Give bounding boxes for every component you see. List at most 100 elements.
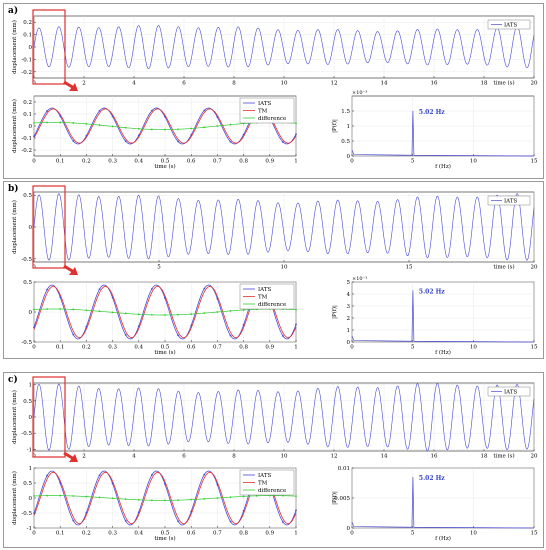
point-difference xyxy=(46,494,48,497)
point-difference xyxy=(72,122,75,124)
x-tick-label: 0.1 xyxy=(56,159,65,165)
x-tick-label: 0.3 xyxy=(108,531,117,537)
series-line-IATS xyxy=(33,193,535,261)
y-tick-label: -0.2 xyxy=(21,148,32,154)
x-tick-label: 0.5 xyxy=(161,531,170,537)
x-tick-label: 0.4 xyxy=(134,159,143,165)
point-IATS xyxy=(190,510,193,513)
point-IATS xyxy=(111,296,114,299)
y-tick-label: -0.5 xyxy=(21,340,32,346)
x-tick-label: 0 xyxy=(350,345,354,351)
point-difference xyxy=(151,313,153,316)
point-IATS xyxy=(124,334,127,336)
point-difference xyxy=(216,497,219,499)
x-tick-label: 18 xyxy=(481,454,488,460)
point-IATS xyxy=(46,474,48,477)
point-IATS xyxy=(85,325,88,328)
point-IATS xyxy=(164,483,166,486)
point-IATS xyxy=(111,482,114,485)
y-tick-label: -1 xyxy=(27,447,32,453)
y-tick-label: 0 xyxy=(347,340,351,346)
x-axis-label: f (Hz) xyxy=(435,535,451,542)
point-IATS xyxy=(229,334,232,337)
y-tick-label: 0.5 xyxy=(341,139,350,145)
x-tick-label: 10 xyxy=(470,531,477,537)
x-tick-label: 0.5 xyxy=(161,159,170,165)
point-difference xyxy=(124,126,127,129)
point-IATS xyxy=(72,333,75,336)
x-axis-label: f (Hz) xyxy=(435,349,451,356)
point-difference xyxy=(33,308,35,311)
x-tick-label: 1 xyxy=(294,531,298,537)
peak-label: 5.02 Hz xyxy=(419,109,445,116)
x-axis-label: time (s) xyxy=(493,453,514,460)
point-difference xyxy=(59,121,62,124)
point-IATS xyxy=(46,110,48,112)
point-difference xyxy=(137,313,140,316)
panel-label: a) xyxy=(8,6,19,16)
y-tick-label: 0 xyxy=(347,526,351,532)
x-tick-label: 10 xyxy=(470,345,477,351)
point-IATS xyxy=(282,521,284,523)
point-difference xyxy=(295,122,297,125)
x-tick-label: 0 xyxy=(350,159,354,165)
point-IATS xyxy=(282,335,284,337)
point-difference xyxy=(72,308,75,311)
point-IATS xyxy=(151,473,153,476)
point-difference xyxy=(59,494,62,497)
panel-label: b) xyxy=(8,184,19,194)
point-difference xyxy=(229,123,232,126)
point-IATS xyxy=(33,135,35,138)
point-difference xyxy=(85,309,88,312)
x-tick-label: 0.6 xyxy=(187,345,196,351)
y-tick-label: 1 xyxy=(347,328,351,334)
x-tick-label: 8 xyxy=(232,454,236,460)
x-axis-label: time (s) xyxy=(493,264,514,271)
point-difference xyxy=(177,499,180,502)
x-tick-label: 0.4 xyxy=(134,531,143,537)
point-IATS xyxy=(295,323,297,326)
point-IATS xyxy=(216,116,219,119)
x-tick-label: 15 xyxy=(531,159,538,165)
point-IATS xyxy=(137,511,140,514)
y-tick-label: 0.005 xyxy=(334,496,350,502)
peak-label: 5.02 Hz xyxy=(419,288,445,295)
point-difference xyxy=(255,494,258,497)
legend-label: IATS xyxy=(258,287,272,293)
point-IATS xyxy=(242,510,245,512)
x-tick-label: 0.2 xyxy=(82,531,91,537)
x-tick-label: 8 xyxy=(232,81,236,87)
y-tick-label: -0.5 xyxy=(21,257,32,263)
panel-b: b) 0 5 10 15 20 -0.5 0 0.5 displacement (mm) time… xyxy=(3,181,544,359)
y-tick-label: 0.1 xyxy=(23,33,32,39)
point-IATS xyxy=(111,115,114,118)
point-IATS xyxy=(190,324,193,327)
point-IATS xyxy=(85,134,88,137)
x-axis-label: time (s) xyxy=(154,163,175,170)
x-tick-label: 0.9 xyxy=(265,345,274,351)
x-tick-label: 1 xyxy=(294,345,298,351)
point-IATS xyxy=(164,297,166,300)
point-IATS xyxy=(98,288,101,291)
y-tick-label: 0.5 xyxy=(23,481,32,487)
x-axis-label: time (s) xyxy=(154,535,175,542)
x-tick-label: 0.7 xyxy=(213,159,222,165)
point-IATS xyxy=(59,115,62,117)
point-difference xyxy=(124,312,127,315)
x-tick-label: 12 xyxy=(331,81,338,87)
point-IATS xyxy=(177,140,180,143)
point-IATS xyxy=(46,288,48,291)
x-tick-label: 14 xyxy=(381,454,388,460)
point-difference xyxy=(151,128,153,131)
x-tick-label: 14 xyxy=(381,81,388,87)
y-tick-label: 1 xyxy=(29,466,33,472)
y-tick-label: 0 xyxy=(29,415,33,421)
legend-label: TM xyxy=(258,295,268,301)
x-tick-label: 6 xyxy=(182,81,186,87)
y-axis-label: displacement (mm) xyxy=(11,99,18,153)
x-tick-label: 20 xyxy=(531,265,538,271)
panel-label: c) xyxy=(8,375,18,385)
y-tick-label: -0.5 xyxy=(21,431,32,437)
legend-box xyxy=(487,195,531,206)
peak-label: 5.02 Hz xyxy=(419,475,445,482)
